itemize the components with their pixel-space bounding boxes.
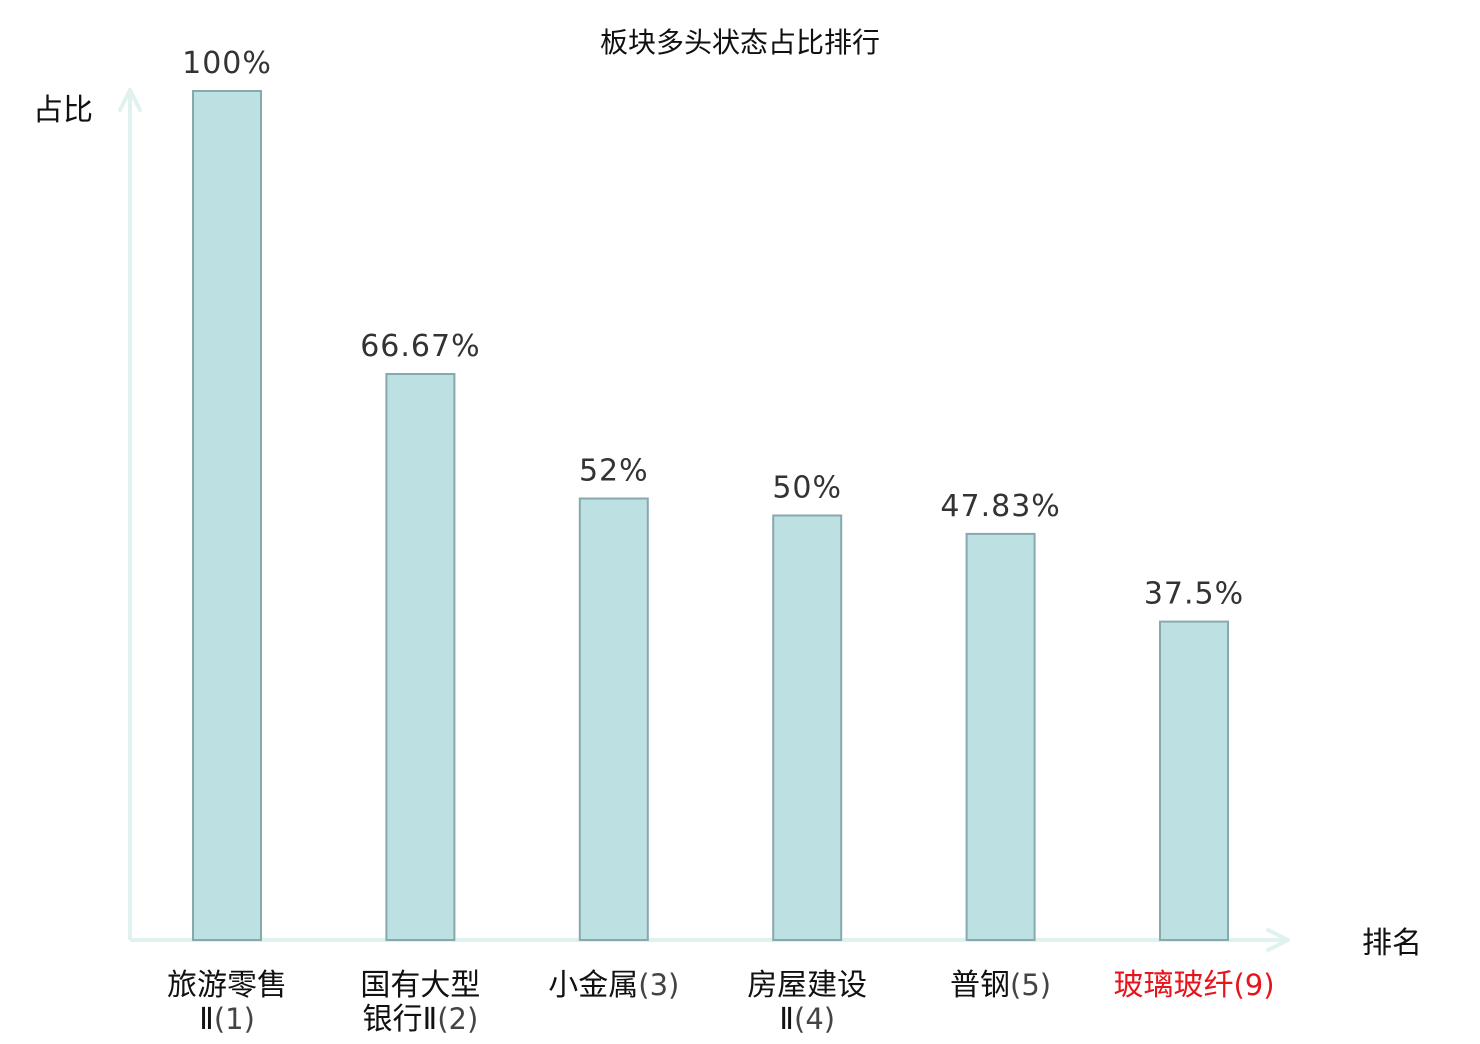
x-axis-arrow-icon bbox=[1266, 928, 1290, 952]
axes bbox=[118, 88, 1290, 952]
category-labels-group: 旅游零售 Ⅱ(1) 国有大型银行Ⅱ(2) 小金属(3) 房屋建设 Ⅱ(4) 普钢(5) 玻璃玻… bbox=[167, 968, 1275, 1037]
bar bbox=[1159, 620, 1229, 941]
value-label: 100% bbox=[182, 46, 272, 81]
bars-group bbox=[192, 90, 1229, 942]
value-label: 52% bbox=[579, 454, 649, 489]
category-label: 旅游零售 Ⅱ(1) bbox=[167, 968, 287, 1037]
category-label: 普钢(5) bbox=[950, 968, 1051, 1003]
bar bbox=[578, 497, 649, 941]
bar bbox=[385, 373, 456, 941]
value-labels-group: 100% 66.67% 52% 50% 47.83% 37.5% bbox=[182, 46, 1244, 612]
chart-title: 板块多头状态占比排行 bbox=[600, 26, 880, 59]
category-label: 国有大型银行Ⅱ(2) bbox=[360, 968, 480, 1037]
bar bbox=[965, 532, 1036, 942]
value-label: 50% bbox=[772, 471, 842, 506]
category-label: 玻璃玻纤(9) bbox=[1113, 968, 1274, 1003]
y-axis-label: 占比 bbox=[33, 93, 93, 128]
category-label: 小金属(3) bbox=[548, 968, 679, 1003]
x-axis-label: 排名 bbox=[1362, 926, 1422, 961]
category-label: 房屋建设 Ⅱ(4) bbox=[747, 968, 867, 1037]
y-axis-arrow-icon bbox=[118, 88, 142, 112]
value-label: 66.67% bbox=[360, 329, 480, 364]
bar bbox=[772, 514, 843, 941]
value-label: 37.5% bbox=[1144, 577, 1244, 612]
value-label: 47.83% bbox=[940, 489, 1060, 524]
bar bbox=[192, 90, 262, 941]
